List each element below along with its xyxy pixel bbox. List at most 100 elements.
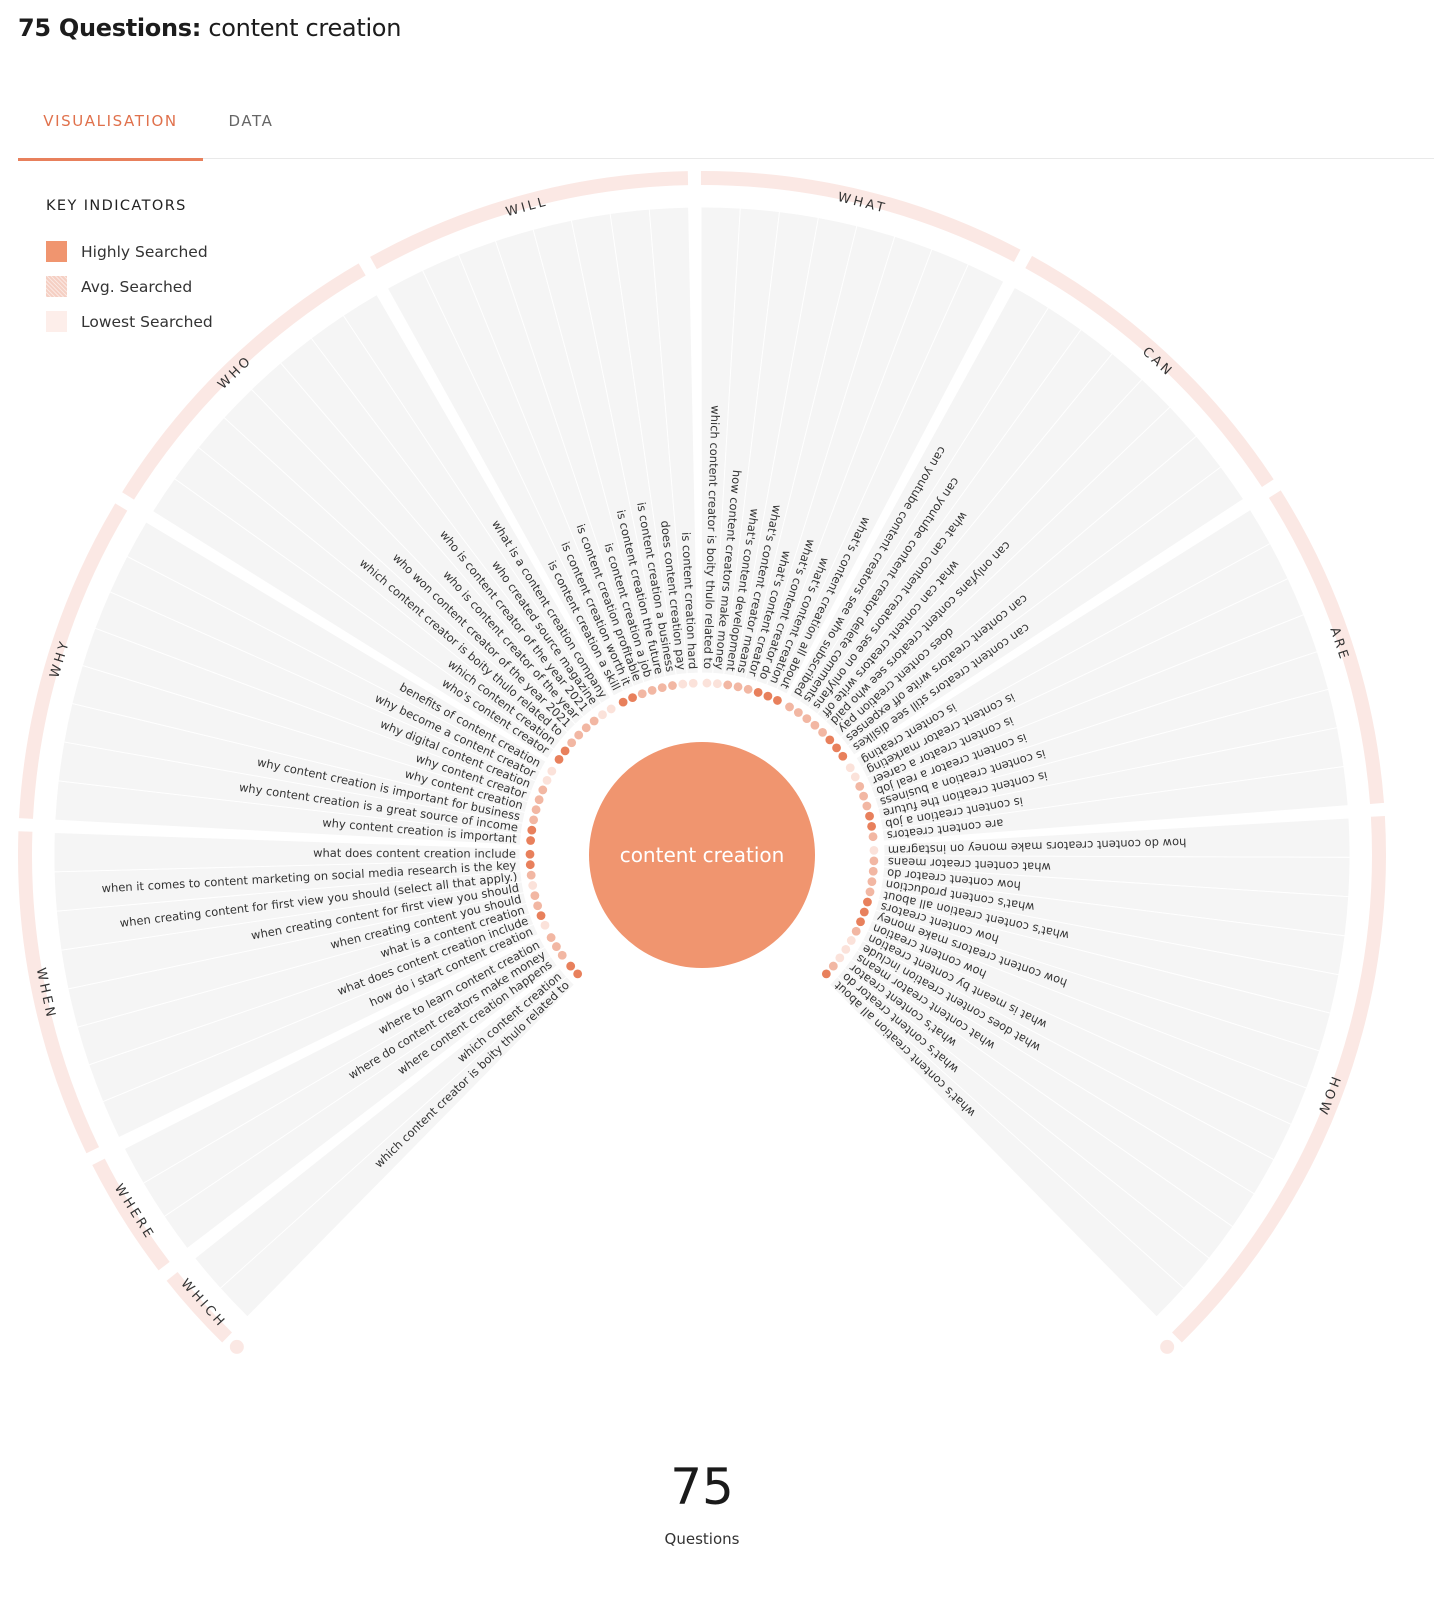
keyword-title: content creation bbox=[208, 14, 402, 42]
legend-label-avg: Avg. Searched bbox=[81, 277, 193, 296]
category-ring-segment bbox=[370, 171, 689, 270]
question-wedge[interactable] bbox=[342, 293, 612, 705]
search-volume-dot bbox=[688, 678, 698, 688]
search-volume-dot bbox=[869, 846, 879, 855]
search-volume-dot bbox=[606, 704, 616, 714]
question-wedge[interactable] bbox=[847, 466, 1245, 756]
search-volume-dot bbox=[574, 730, 584, 740]
search-volume-dot bbox=[573, 969, 583, 979]
category-ring-segment bbox=[18, 503, 128, 819]
search-volume-dot bbox=[534, 795, 544, 805]
page-title: 75 Questions: content creation bbox=[18, 14, 401, 42]
search-volume-dot bbox=[810, 720, 820, 730]
legend-title: KEY INDICATORS bbox=[46, 198, 187, 214]
question-item[interactable]: is content creation hard bbox=[648, 206, 700, 688]
search-volume-dot bbox=[785, 702, 794, 712]
question-item[interactable]: what does content creation include bbox=[53, 832, 535, 873]
category-ring-segment bbox=[18, 831, 100, 1154]
search-volume-dot bbox=[867, 821, 876, 831]
question-wedge[interactable] bbox=[829, 976, 1185, 1318]
avg-swatch bbox=[46, 276, 67, 297]
search-volume-dot bbox=[647, 685, 657, 695]
search-volume-dot bbox=[554, 754, 564, 764]
search-volume-dot bbox=[712, 679, 722, 689]
question-total: 75 bbox=[670, 1458, 734, 1516]
search-volume-dot bbox=[536, 911, 546, 921]
category-ring-segment bbox=[1172, 815, 1386, 1343]
category-ring-segment bbox=[166, 1271, 232, 1343]
search-volume-dot bbox=[763, 691, 773, 701]
category-ring-segment bbox=[92, 1158, 170, 1271]
search-volume-dot bbox=[868, 832, 878, 842]
search-volume-dot bbox=[618, 697, 628, 707]
question-text[interactable]: is content creation hard bbox=[679, 532, 700, 670]
tab-visualisation[interactable]: VISUALISATION bbox=[18, 96, 203, 161]
question-wedge[interactable] bbox=[194, 967, 568, 1289]
search-volume-dot bbox=[581, 723, 591, 733]
search-volume-dot bbox=[527, 825, 537, 835]
search-volume-dot bbox=[525, 860, 535, 870]
search-volume-dot bbox=[802, 714, 812, 724]
ring-end-cap bbox=[1160, 1339, 1175, 1354]
question-wedge[interactable] bbox=[53, 832, 521, 873]
question-wedge[interactable] bbox=[776, 263, 1005, 695]
search-volume-dot bbox=[533, 901, 543, 911]
search-volume-dot bbox=[862, 801, 872, 811]
search-volume-dot bbox=[855, 781, 865, 791]
center-keyword-circle bbox=[589, 742, 815, 968]
low-swatch bbox=[46, 311, 67, 332]
search-volume-dot bbox=[538, 785, 548, 795]
search-volume-dot bbox=[856, 917, 865, 927]
search-volume-dot bbox=[530, 891, 540, 901]
search-volume-dot bbox=[557, 950, 567, 960]
key-indicators-legend: KEY INDICATORS Highly Searched Avg. Sear… bbox=[46, 198, 213, 339]
search-volume-dot bbox=[832, 743, 841, 753]
question-count-title: 75 Questions: bbox=[18, 14, 202, 42]
tab-data[interactable]: DATA bbox=[228, 112, 274, 130]
search-volume-dot bbox=[867, 877, 877, 887]
search-volume-dot bbox=[723, 680, 733, 690]
search-volume-dot bbox=[869, 856, 879, 866]
question-wedge[interactable] bbox=[648, 206, 699, 675]
search-volume-dot bbox=[850, 772, 860, 782]
question-wedge[interactable] bbox=[123, 936, 546, 1184]
search-volume-dot bbox=[547, 766, 557, 776]
search-volume-dot bbox=[793, 708, 803, 717]
legend-item-low: Lowest Searched bbox=[46, 304, 213, 339]
search-volume-dot bbox=[589, 716, 599, 726]
search-volume-dot bbox=[678, 679, 688, 689]
question-wedge[interactable] bbox=[126, 521, 547, 772]
search-volume-dot bbox=[598, 710, 607, 720]
search-volume-dot bbox=[529, 815, 539, 825]
search-volume-dot bbox=[835, 953, 845, 963]
search-volume-dot bbox=[828, 961, 838, 971]
search-volume-dot bbox=[560, 746, 570, 756]
search-volume-dot bbox=[525, 849, 535, 859]
search-volume-dot bbox=[657, 683, 667, 693]
category-ring-segment bbox=[1025, 255, 1274, 488]
search-volume-dot bbox=[859, 791, 868, 801]
search-volume-dot bbox=[818, 727, 827, 737]
search-volume-dot bbox=[773, 696, 782, 705]
search-volume-dot bbox=[753, 688, 763, 697]
legend-item-avg: Avg. Searched bbox=[46, 269, 213, 304]
high-swatch bbox=[46, 241, 67, 262]
search-volume-dot bbox=[859, 907, 869, 917]
search-volume-dot bbox=[841, 944, 851, 954]
legend-label-low: Lowest Searched bbox=[81, 312, 213, 331]
search-volume-dot bbox=[821, 969, 831, 979]
question-wedge[interactable] bbox=[881, 765, 1349, 842]
search-volume-dot bbox=[526, 836, 536, 845]
center-keyword-label: content creation bbox=[620, 843, 785, 867]
search-volume-dot bbox=[825, 735, 835, 745]
view-tabs: VISUALISATION DATA bbox=[18, 96, 1434, 161]
search-volume-dot bbox=[628, 693, 637, 703]
question-text[interactable]: what does content creation include bbox=[313, 846, 516, 861]
category-ring-segment bbox=[122, 263, 366, 500]
search-volume-dot bbox=[733, 682, 743, 692]
